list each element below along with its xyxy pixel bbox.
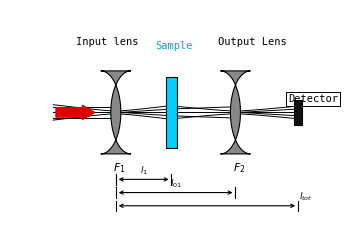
Text: Input lens: Input lens: [76, 37, 139, 47]
Text: $F_1$: $F_1$: [113, 161, 126, 175]
Text: Sample: Sample: [155, 41, 193, 51]
Polygon shape: [220, 71, 251, 154]
Bar: [294, 100, 302, 125]
Text: $l_1$: $l_1$: [140, 164, 148, 177]
Text: $l_{tot}$: $l_{tot}$: [299, 191, 313, 203]
FancyArrow shape: [56, 105, 95, 120]
Text: Output Lens: Output Lens: [218, 37, 286, 47]
Text: $F_2$: $F_2$: [233, 161, 245, 175]
Polygon shape: [101, 71, 131, 154]
Text: $l_{01}$: $l_{01}$: [170, 178, 182, 190]
Text: Detector: Detector: [288, 94, 339, 104]
Bar: [166, 76, 177, 148]
